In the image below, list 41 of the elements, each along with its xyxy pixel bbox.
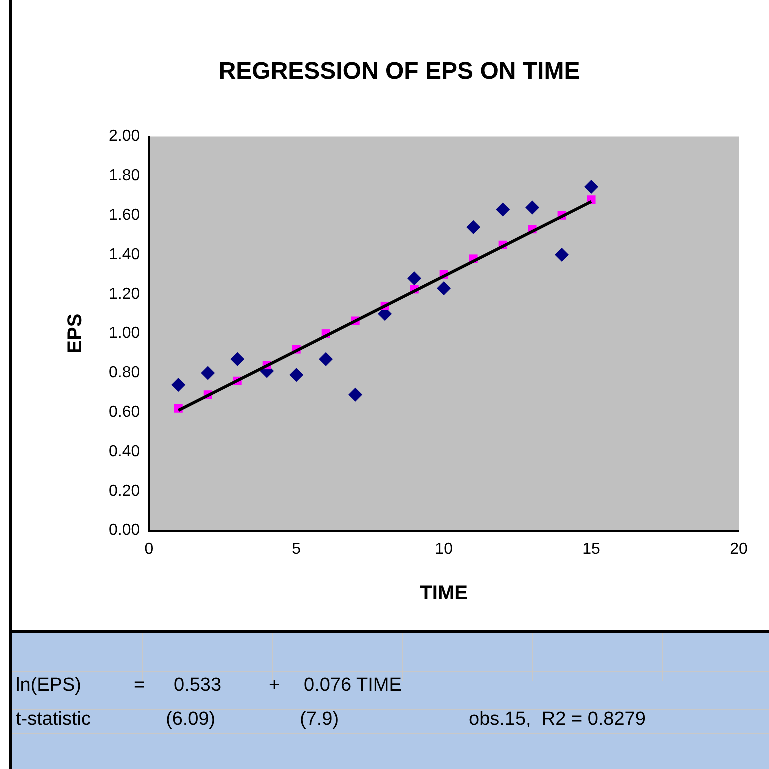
point	[201, 366, 216, 380]
point	[584, 180, 599, 194]
point	[172, 378, 186, 392]
point	[408, 272, 422, 286]
y-axis-title: EPS	[64, 314, 87, 354]
y-tick-label: 0.40	[109, 443, 140, 460]
text: (7.9)	[300, 709, 340, 731]
point	[466, 220, 481, 234]
x-tick-label: 15	[582, 540, 601, 558]
y-tick-label: 1.00	[109, 325, 140, 342]
x-axis-title: TIME	[420, 582, 468, 605]
text: t-statistic	[16, 709, 91, 731]
point	[230, 352, 245, 366]
point	[290, 368, 304, 382]
y-tick-label: 1.40	[109, 246, 140, 264]
y-tick-label: 0.80	[109, 364, 140, 382]
point	[496, 202, 510, 217]
x-tick-label: 20	[730, 540, 748, 558]
text: 0.076 TIME	[304, 675, 402, 697]
chart-title: REGRESSION OF EPS ON TIME	[218, 58, 580, 86]
x-tick-label: 10	[435, 540, 454, 558]
text: +	[269, 675, 280, 697]
text: =	[134, 675, 146, 697]
point	[348, 388, 363, 402]
y-tick-label: 1.80	[109, 168, 140, 185]
y-tick-label: 0.60	[109, 404, 140, 422]
x-tick-label: 0	[144, 540, 154, 558]
x-tick-label: 5	[292, 540, 302, 558]
text: ln(EPS)	[16, 675, 82, 697]
y-tick-label: 1.20	[109, 286, 140, 303]
y-tick-label: 2.00	[109, 128, 140, 146]
y-tick-label: 0.20	[109, 482, 140, 500]
point	[526, 200, 540, 215]
text: 0.533	[174, 675, 222, 697]
point	[319, 352, 334, 366]
point	[555, 248, 570, 262]
y-tick-label: 0.00	[109, 522, 140, 540]
point	[437, 281, 452, 296]
text: obs.15, R2 = 0.8279	[469, 709, 646, 731]
y-tick-label: 1.60	[109, 207, 140, 224]
text: (6.09)	[166, 709, 216, 731]
